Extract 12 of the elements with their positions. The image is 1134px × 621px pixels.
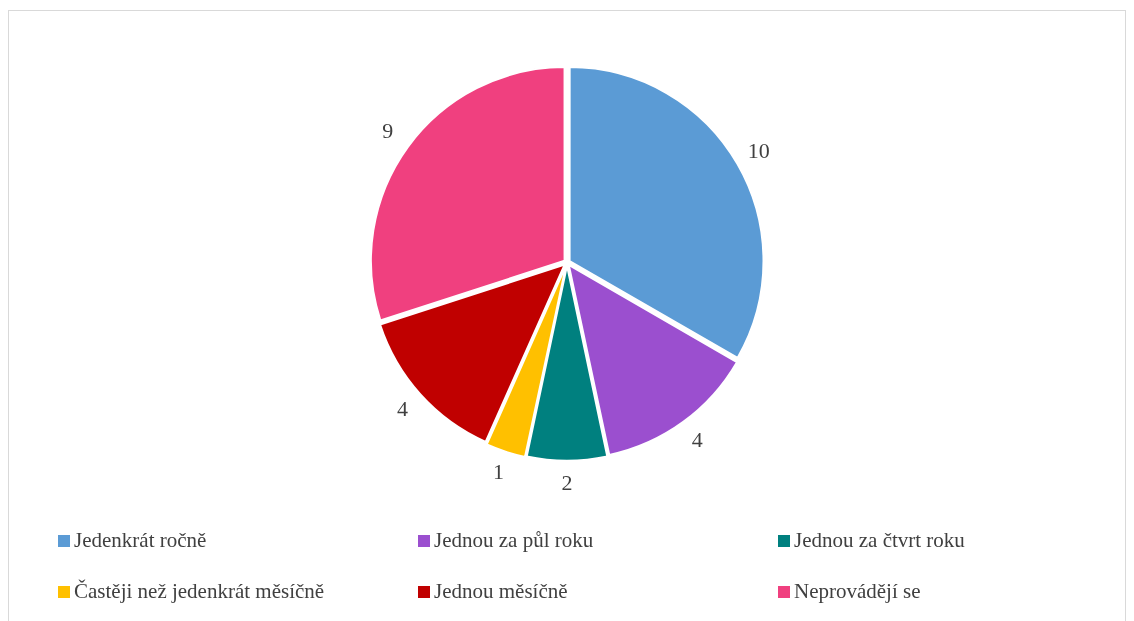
legend-label: Jednou za čtvrt roku bbox=[794, 528, 965, 553]
data-label: 9 bbox=[382, 118, 394, 144]
data-label: 10 bbox=[747, 137, 770, 163]
data-label: 4 bbox=[396, 396, 408, 422]
legend-label: Neprovádějí se bbox=[794, 579, 921, 604]
legend-label: Častěji než jedenkrát měsíčně bbox=[74, 579, 325, 604]
legend-label: Jednou měsíčně bbox=[434, 579, 568, 604]
data-label: 2 bbox=[561, 469, 573, 495]
data-label: 1 bbox=[493, 458, 505, 484]
legend-label: Jednou za půl roku bbox=[434, 528, 594, 553]
data-label: 4 bbox=[691, 427, 703, 453]
legend-label: Jedenkrát ročně bbox=[74, 528, 207, 553]
